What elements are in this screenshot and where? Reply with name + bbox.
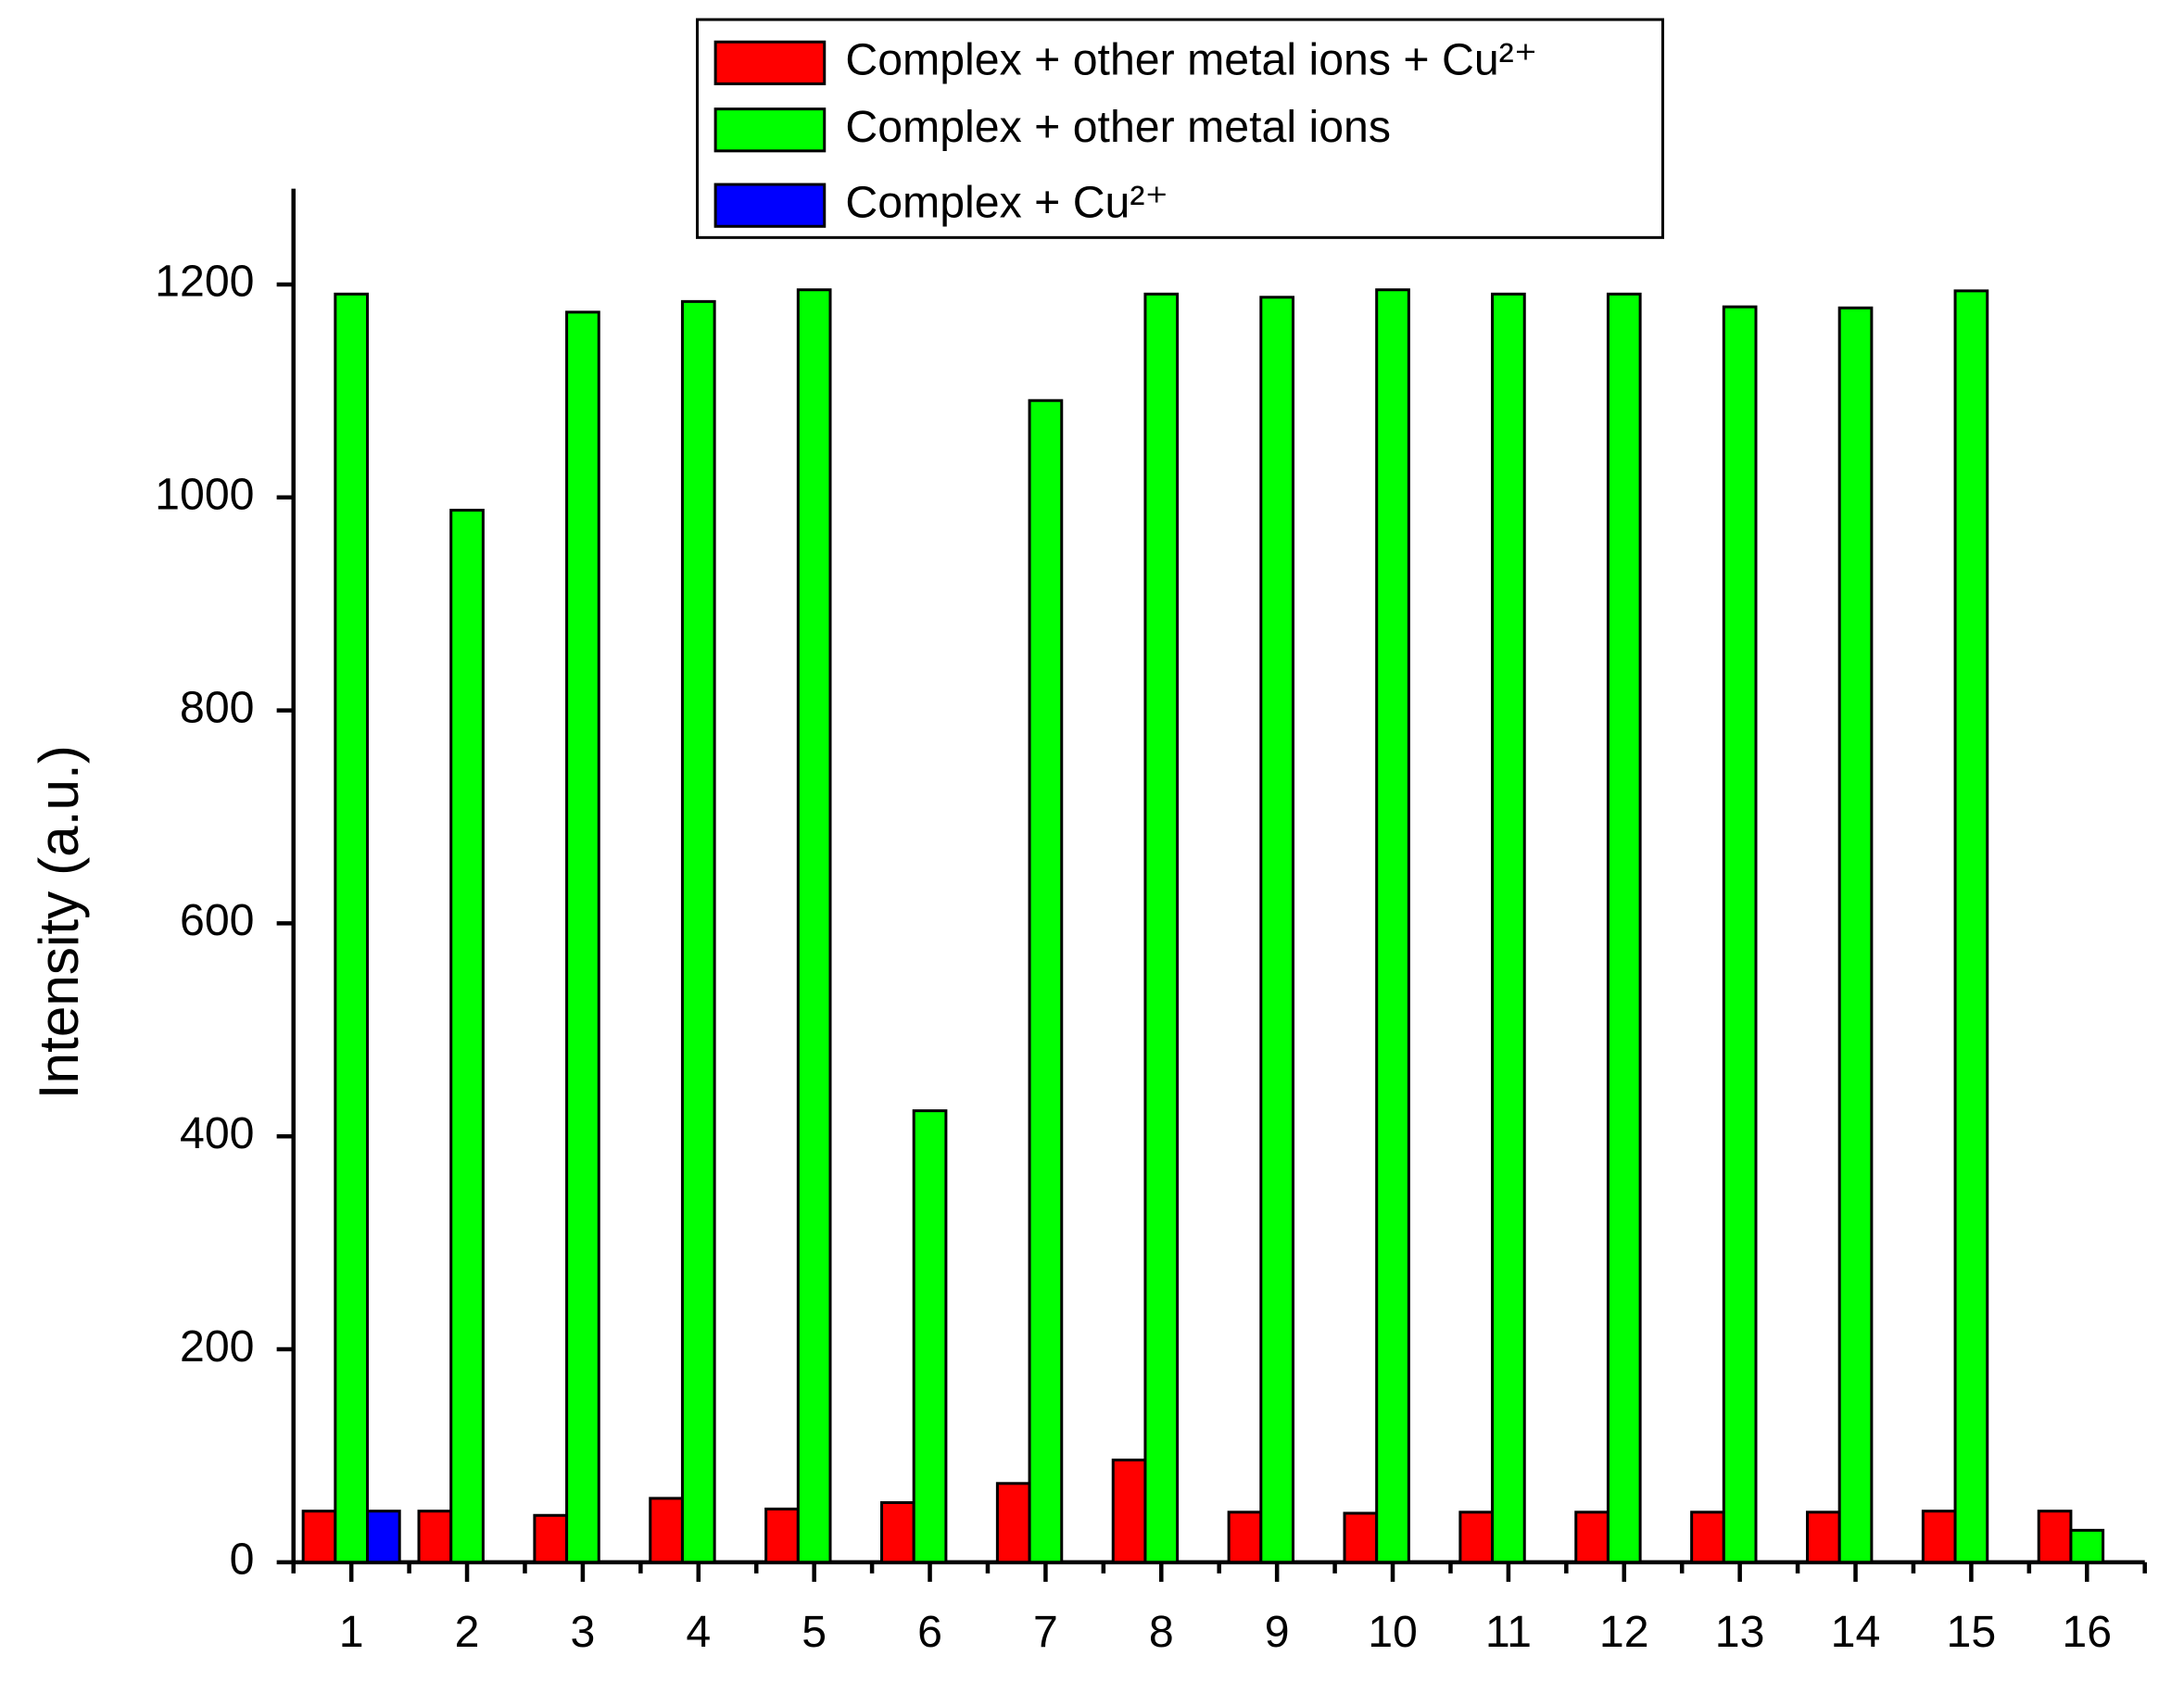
bar	[1375, 288, 1410, 1564]
x-tick-label: 9	[1265, 1607, 1290, 1657]
legend-swatch	[713, 107, 827, 153]
y-tick-label: 1200	[155, 257, 254, 307]
x-tick-label: 2	[455, 1607, 480, 1657]
x-tick-label: 16	[2062, 1607, 2112, 1657]
x-tick-label: 8	[1149, 1607, 1174, 1657]
bar	[1028, 398, 1064, 1564]
bar	[880, 1500, 915, 1564]
legend-swatch	[713, 183, 827, 228]
bar	[301, 1510, 337, 1564]
x-tick-label: 11	[1485, 1607, 1532, 1657]
bar	[417, 1510, 453, 1564]
y-axis-label: Intensity (a.u.)	[27, 745, 90, 1099]
bar	[1111, 1459, 1147, 1564]
bar	[366, 1510, 401, 1564]
bar	[1837, 306, 1874, 1564]
bar	[1953, 289, 1989, 1564]
x-tick-label: 6	[917, 1607, 942, 1657]
x-tick-label: 15	[1947, 1607, 1997, 1657]
legend-label: Complex + other metal ions	[845, 102, 1391, 152]
y-tick-label: 600	[180, 895, 255, 945]
bar	[334, 292, 370, 1564]
bar	[533, 1513, 569, 1564]
bar	[2037, 1510, 2073, 1564]
bar	[764, 1507, 800, 1564]
bar	[796, 288, 832, 1564]
bar	[1690, 1510, 1725, 1564]
x-tick-label: 5	[802, 1607, 827, 1657]
bar	[1805, 1510, 1841, 1564]
x-tick-label: 1	[339, 1607, 364, 1657]
legend-box	[696, 18, 1664, 239]
x-tick-label: 10	[1368, 1607, 1418, 1657]
bar	[995, 1482, 1031, 1564]
x-tick-label: 12	[1599, 1607, 1649, 1657]
bar	[680, 299, 716, 1564]
x-tick-label: 13	[1715, 1607, 1765, 1657]
legend-label: Complex + Cu²⁺	[845, 177, 1168, 227]
bar	[1227, 1510, 1263, 1564]
y-tick-label: 200	[180, 1321, 255, 1371]
bar	[1722, 305, 1758, 1564]
bar	[1259, 296, 1295, 1564]
bar	[1606, 292, 1642, 1564]
y-tick-label: 1000	[155, 470, 254, 520]
bar	[649, 1497, 684, 1564]
x-tick-label: 3	[570, 1607, 595, 1657]
x-tick-label: 14	[1831, 1607, 1881, 1657]
bar	[1921, 1510, 1957, 1564]
bar	[2069, 1528, 2105, 1564]
y-tick-label: 400	[180, 1108, 255, 1158]
bar	[1491, 292, 1526, 1564]
bar	[1343, 1511, 1379, 1564]
legend-label: Complex + other metal ions + Cu²⁺	[845, 35, 1537, 85]
bar	[565, 310, 600, 1564]
bar	[912, 1109, 948, 1564]
bar	[1143, 292, 1180, 1564]
y-tick-label: 0	[230, 1535, 255, 1585]
legend-swatch	[713, 40, 827, 85]
x-tick-label: 4	[686, 1607, 711, 1657]
x-tick-label: 7	[1033, 1607, 1058, 1657]
bar	[1458, 1510, 1495, 1564]
y-tick-label: 800	[180, 682, 255, 732]
bar	[1574, 1510, 1610, 1564]
bar	[449, 509, 485, 1564]
